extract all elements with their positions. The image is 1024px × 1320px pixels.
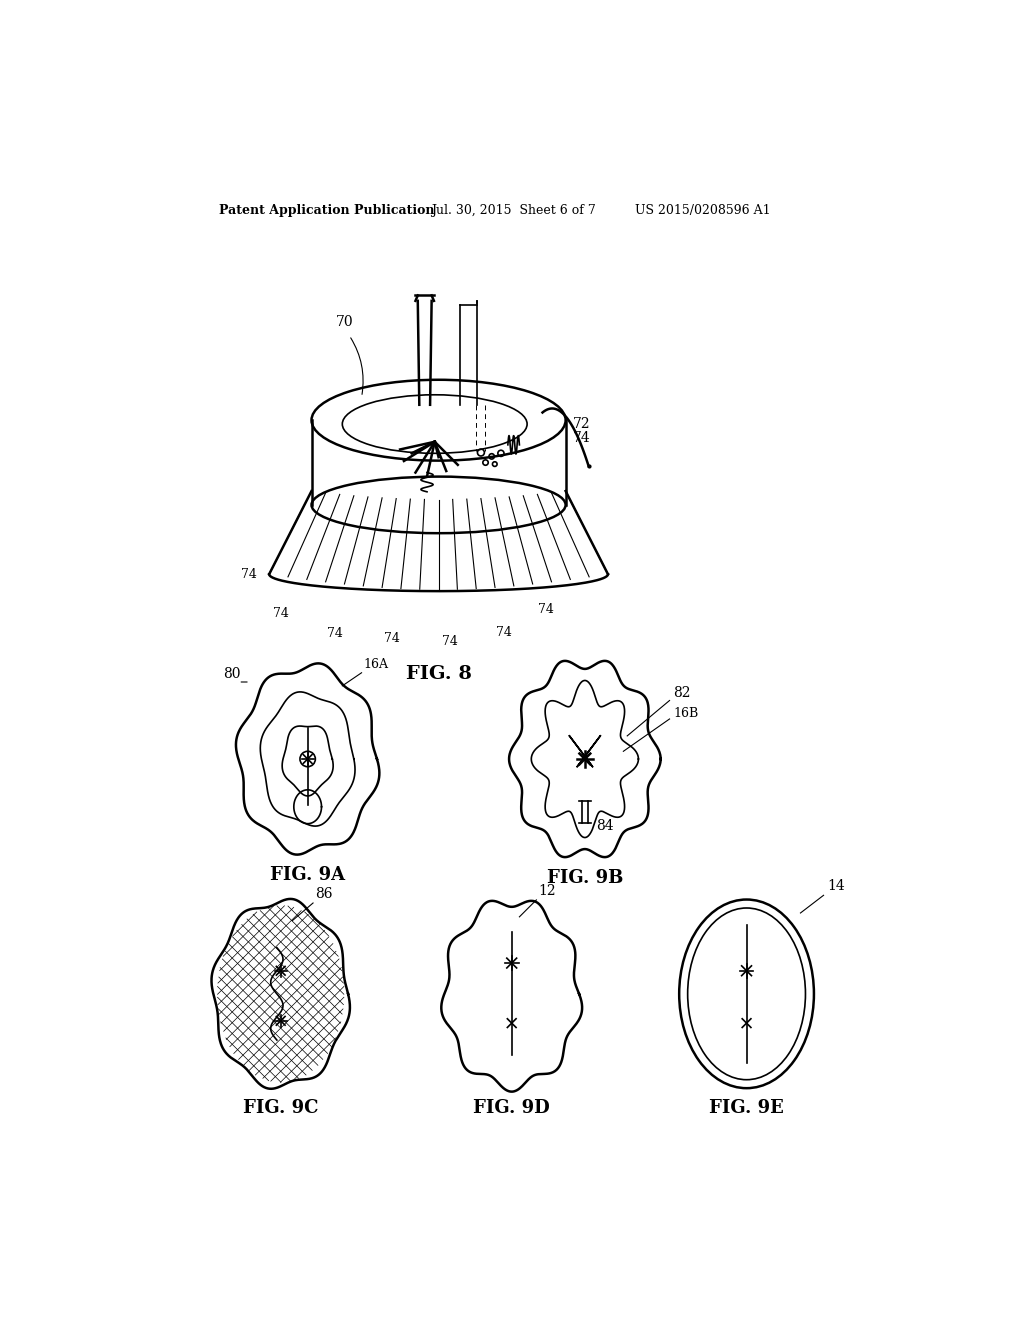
Text: 70: 70 [336,315,353,329]
Text: 16B: 16B [674,706,698,719]
Text: 84: 84 [596,818,614,833]
Text: FIG. 9E: FIG. 9E [710,1098,784,1117]
Text: 74: 74 [539,603,554,615]
Text: 74: 74 [272,607,289,619]
Text: 12: 12 [539,884,556,899]
Text: 82: 82 [674,686,691,701]
Text: 74: 74 [384,632,400,645]
Text: 74: 74 [442,635,458,648]
Text: 14: 14 [827,879,845,892]
Text: US 2015/0208596 A1: US 2015/0208596 A1 [635,205,770,218]
Text: FIG. 9C: FIG. 9C [243,1098,318,1117]
Text: FIG. 9B: FIG. 9B [547,870,623,887]
Text: 16A: 16A [364,659,388,671]
Text: 72: 72 [573,417,591,430]
Text: 74: 74 [496,626,512,639]
Text: 80: 80 [223,667,241,681]
Text: 74: 74 [573,430,591,445]
Text: Jul. 30, 2015  Sheet 6 of 7: Jul. 30, 2015 Sheet 6 of 7 [431,205,596,218]
Text: FIG. 8: FIG. 8 [406,665,471,684]
Text: Patent Application Publication: Patent Application Publication [219,205,434,218]
Text: 86: 86 [315,887,333,900]
Text: 74: 74 [327,627,343,640]
Text: 74: 74 [242,568,257,581]
Text: FIG. 9D: FIG. 9D [473,1098,550,1117]
Text: FIG. 9A: FIG. 9A [270,866,345,883]
